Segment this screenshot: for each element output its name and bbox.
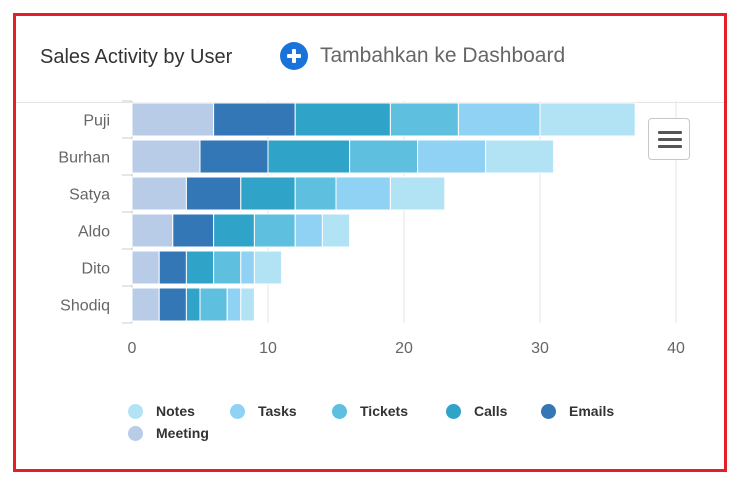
legend-item[interactable]: Emails — [541, 403, 614, 419]
legend-item[interactable]: Notes — [128, 403, 195, 419]
x-tick-label: 10 — [259, 340, 277, 357]
legend-item[interactable]: Tickets — [332, 403, 408, 419]
bar-segment[interactable] — [240, 176, 296, 211]
x-tick-label: 40 — [667, 340, 685, 357]
bar-segment[interactable] — [199, 287, 228, 322]
add-to-dashboard-label[interactable]: Tambahkan ke Dashboard — [320, 44, 566, 67]
x-tick-label: 30 — [531, 340, 549, 357]
bar-segment[interactable] — [131, 176, 187, 211]
bar-segment[interactable] — [213, 102, 296, 137]
bar-segment[interactable] — [294, 213, 323, 248]
card-header: Sales Activity by User Tambahkan ke Dash… — [16, 16, 724, 103]
bar-segment[interactable] — [199, 139, 269, 174]
bar-segment[interactable] — [158, 287, 187, 322]
bar-segment[interactable] — [131, 213, 174, 248]
legend-marker-icon — [332, 403, 347, 419]
legend-marker-icon — [541, 403, 556, 419]
highlight-frame: Sales Activity by User Tambahkan ke Dash… — [13, 13, 727, 472]
stacked-bar-chart: 0 10 20 30 40 Puji Burhan Satya Aldo Dito Shodiq — [58, 100, 685, 357]
y-category-label: Dito — [82, 261, 111, 278]
legend-label: Calls — [474, 403, 508, 419]
legend-item[interactable]: Tasks — [230, 403, 297, 419]
legend-label: Meeting — [156, 425, 209, 441]
bar-segment[interactable] — [185, 176, 242, 211]
bar-segment[interactable] — [131, 250, 160, 285]
bar-segment[interactable] — [485, 139, 555, 174]
plus-circle-icon[interactable] — [280, 42, 308, 70]
bar-segment[interactable] — [240, 250, 255, 285]
bar-segment[interactable] — [213, 250, 242, 285]
bar-segment[interactable] — [294, 176, 337, 211]
y-category-label: Shodiq — [60, 298, 110, 315]
bar-segment[interactable] — [253, 250, 283, 285]
bar-segment[interactable] — [131, 287, 160, 322]
add-to-dashboard-button[interactable]: Tambahkan ke Dashboard — [280, 42, 565, 70]
bar-segment[interactable] — [457, 102, 541, 137]
legend-marker-icon — [128, 425, 143, 441]
chart-menu-button[interactable] — [648, 118, 690, 160]
legend-item[interactable]: Meeting — [128, 425, 209, 441]
bar-segment[interactable] — [321, 213, 351, 248]
legend-label: Tickets — [360, 403, 408, 419]
hamburger-menu-icon-line — [658, 145, 682, 148]
y-category-label: Burhan — [58, 150, 110, 167]
x-tick-label: 20 — [395, 340, 413, 357]
bar-segment[interactable] — [294, 102, 391, 137]
bar-segment[interactable] — [349, 139, 419, 174]
bar-segment[interactable] — [172, 213, 215, 248]
y-category-label: Aldo — [78, 224, 110, 241]
y-category-label: Puji — [83, 113, 110, 130]
bar-segment[interactable] — [335, 176, 391, 211]
bar-segment[interactable] — [240, 287, 255, 322]
legend-marker-icon — [230, 403, 245, 419]
bar-segment[interactable] — [253, 213, 296, 248]
bar-segment[interactable] — [131, 139, 201, 174]
bar-segment[interactable] — [539, 102, 636, 137]
bar-segment[interactable] — [158, 250, 187, 285]
y-category-label: Satya — [69, 187, 110, 204]
bar-segment[interactable] — [131, 102, 215, 137]
bar-segment[interactable] — [226, 287, 242, 322]
bar-segment[interactable] — [185, 250, 215, 285]
bar-segment[interactable] — [267, 139, 351, 174]
card-title: Sales Activity by User — [40, 46, 233, 68]
hamburger-menu-icon-line — [658, 138, 682, 141]
bar-segment[interactable] — [185, 287, 201, 322]
legend-item[interactable]: Calls — [446, 403, 507, 419]
legend-label: Notes — [156, 403, 195, 419]
bar-segment[interactable] — [213, 213, 255, 248]
hamburger-menu-icon — [658, 131, 682, 134]
legend-marker-icon — [446, 403, 461, 419]
legend-label: Tasks — [258, 403, 297, 419]
bar-segment[interactable] — [389, 102, 459, 137]
legend-marker-icon — [128, 403, 143, 419]
sales-activity-card: Sales Activity by User Tambahkan ke Dash… — [16, 16, 724, 469]
legend-label: Emails — [569, 403, 615, 419]
x-tick-label: 0 — [128, 340, 137, 357]
bar-segment[interactable] — [389, 176, 446, 211]
bar-segment[interactable] — [417, 139, 487, 174]
